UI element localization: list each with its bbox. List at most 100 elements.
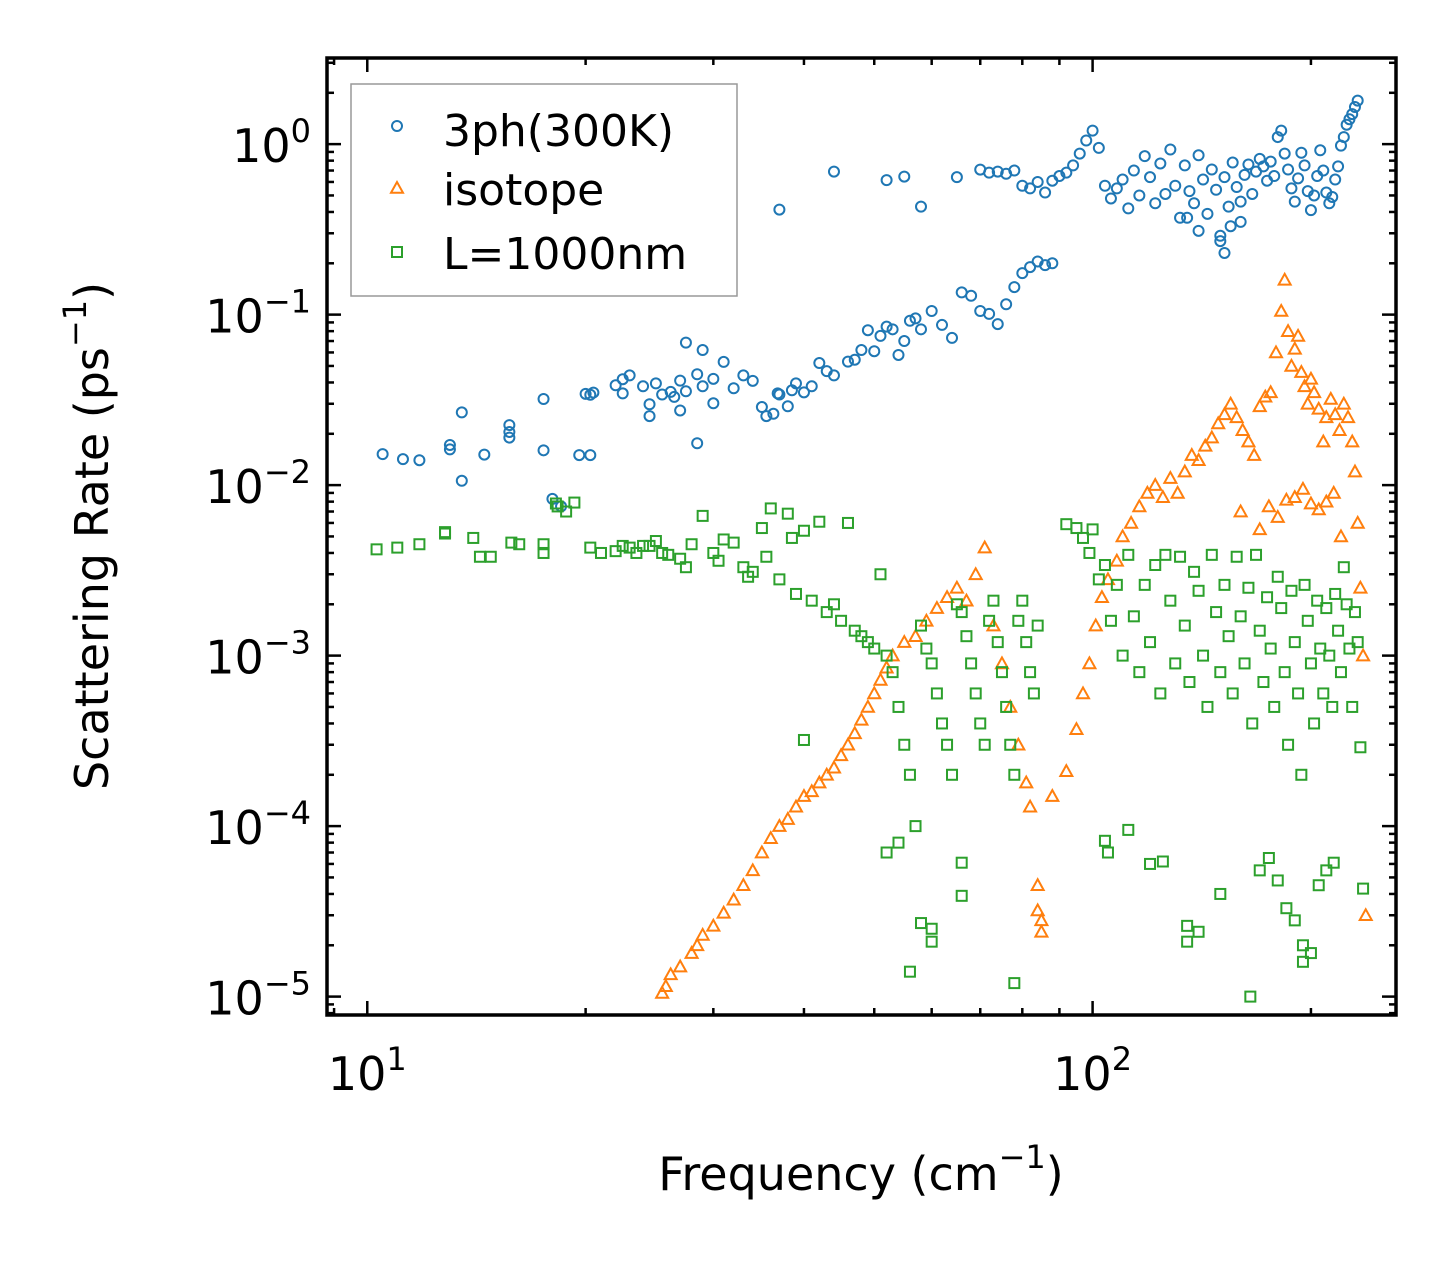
boundary-point — [1288, 636, 1301, 649]
isotope-point — [1139, 484, 1156, 499]
3ph-point — [717, 355, 730, 368]
3ph-point — [413, 454, 426, 467]
3ph-point — [584, 449, 597, 462]
3ph-point — [1264, 155, 1277, 168]
3ph-point — [1308, 189, 1321, 202]
3ph-point — [861, 324, 874, 337]
isotope-point — [860, 698, 876, 713]
isotope-point — [1190, 452, 1207, 467]
isotope-point — [1323, 390, 1339, 405]
boundary-point — [1282, 738, 1295, 751]
3ph-point — [1197, 173, 1210, 186]
3ph-point — [813, 357, 826, 370]
isotope-point — [735, 877, 752, 892]
3ph-point — [1183, 185, 1196, 198]
3ph-point — [1127, 164, 1140, 177]
isotope-point — [1257, 388, 1273, 403]
legend-marker-3ph — [391, 120, 403, 132]
isotope-point — [1252, 398, 1268, 413]
3ph-point — [983, 166, 996, 179]
boundary-point — [1174, 550, 1187, 563]
isotope-point — [780, 810, 796, 825]
boundary-point — [1354, 741, 1367, 754]
series-3ph — [376, 94, 1364, 513]
boundary-point — [1271, 570, 1284, 583]
boundary-point — [1116, 649, 1129, 662]
3ph-point — [1348, 101, 1361, 114]
3ph-point — [805, 380, 818, 393]
isotope-point — [1270, 508, 1286, 523]
isotope-point — [866, 685, 882, 700]
boundary-point — [1340, 598, 1353, 611]
isotope-point — [1311, 501, 1327, 516]
3ph-point — [1288, 195, 1301, 208]
y-tick-label: 10−4 — [205, 794, 311, 855]
boundary-point — [1214, 887, 1227, 900]
isotope-point — [1333, 528, 1349, 543]
3ph-point — [584, 388, 597, 401]
3ph-point — [674, 374, 687, 387]
boundary-point — [1343, 642, 1356, 655]
isotope-point — [1114, 528, 1131, 543]
3ph-point — [707, 372, 720, 385]
3ph-point — [827, 369, 840, 382]
isotope-point — [1246, 447, 1262, 461]
isotope-point — [1296, 378, 1313, 393]
isotope-point — [1100, 571, 1116, 586]
isotope-point — [1358, 907, 1374, 922]
y-tick-label: 10−2 — [205, 453, 311, 514]
isotope-point — [683, 945, 700, 959]
boundary-point — [1262, 852, 1275, 865]
isotope-point — [1303, 370, 1319, 385]
boundary-point — [969, 687, 982, 700]
boundary-point — [1012, 614, 1025, 627]
boundary-point — [1320, 864, 1333, 877]
isotope-point — [811, 774, 828, 789]
boundary-point — [727, 536, 740, 549]
boundary-point — [467, 531, 480, 544]
boundary-point — [1257, 676, 1270, 689]
boundary-point — [1181, 919, 1194, 932]
boundary-point — [1031, 619, 1044, 632]
isotope-point — [968, 566, 984, 581]
boundary-point — [1178, 619, 1191, 632]
boundary-point — [1301, 614, 1314, 627]
boundary-point — [760, 550, 773, 563]
3ph-point — [1205, 163, 1218, 176]
isotope-point — [884, 647, 901, 662]
3ph-point — [376, 448, 389, 461]
boundary-point — [1244, 990, 1257, 1003]
isotope-point — [958, 592, 975, 607]
3ph-point — [1024, 261, 1037, 274]
isotope-point — [1315, 433, 1331, 448]
boundary-point — [1351, 636, 1364, 649]
isotope-point — [804, 783, 820, 798]
3ph-point — [649, 377, 662, 390]
3ph-point — [880, 320, 893, 333]
3ph-point — [855, 344, 868, 357]
isotope-point — [1331, 422, 1348, 436]
isotope-point — [1131, 498, 1148, 513]
boundary-point — [827, 598, 840, 611]
isotope-point — [1347, 463, 1363, 478]
isotope-point — [689, 937, 705, 952]
boundary-point — [955, 889, 968, 902]
isotope-point — [1311, 400, 1327, 415]
3ph-point — [696, 344, 709, 357]
boundary-point — [1149, 558, 1162, 571]
boundary-point — [1104, 614, 1117, 627]
3ph-point — [1122, 202, 1135, 215]
3ph-point — [789, 377, 802, 390]
3ph-point — [915, 200, 928, 213]
3ph-point — [1092, 141, 1105, 154]
boundary-point — [584, 541, 597, 554]
isotope-point — [872, 671, 889, 686]
3ph-point — [616, 387, 629, 400]
boundary-point — [868, 642, 881, 655]
isotope-point — [1081, 655, 1098, 670]
boundary-point — [1296, 939, 1309, 952]
boundary-point — [1329, 587, 1342, 600]
boundary-point — [903, 965, 916, 978]
boundary-point — [1156, 855, 1169, 868]
boundary-point — [915, 917, 928, 930]
